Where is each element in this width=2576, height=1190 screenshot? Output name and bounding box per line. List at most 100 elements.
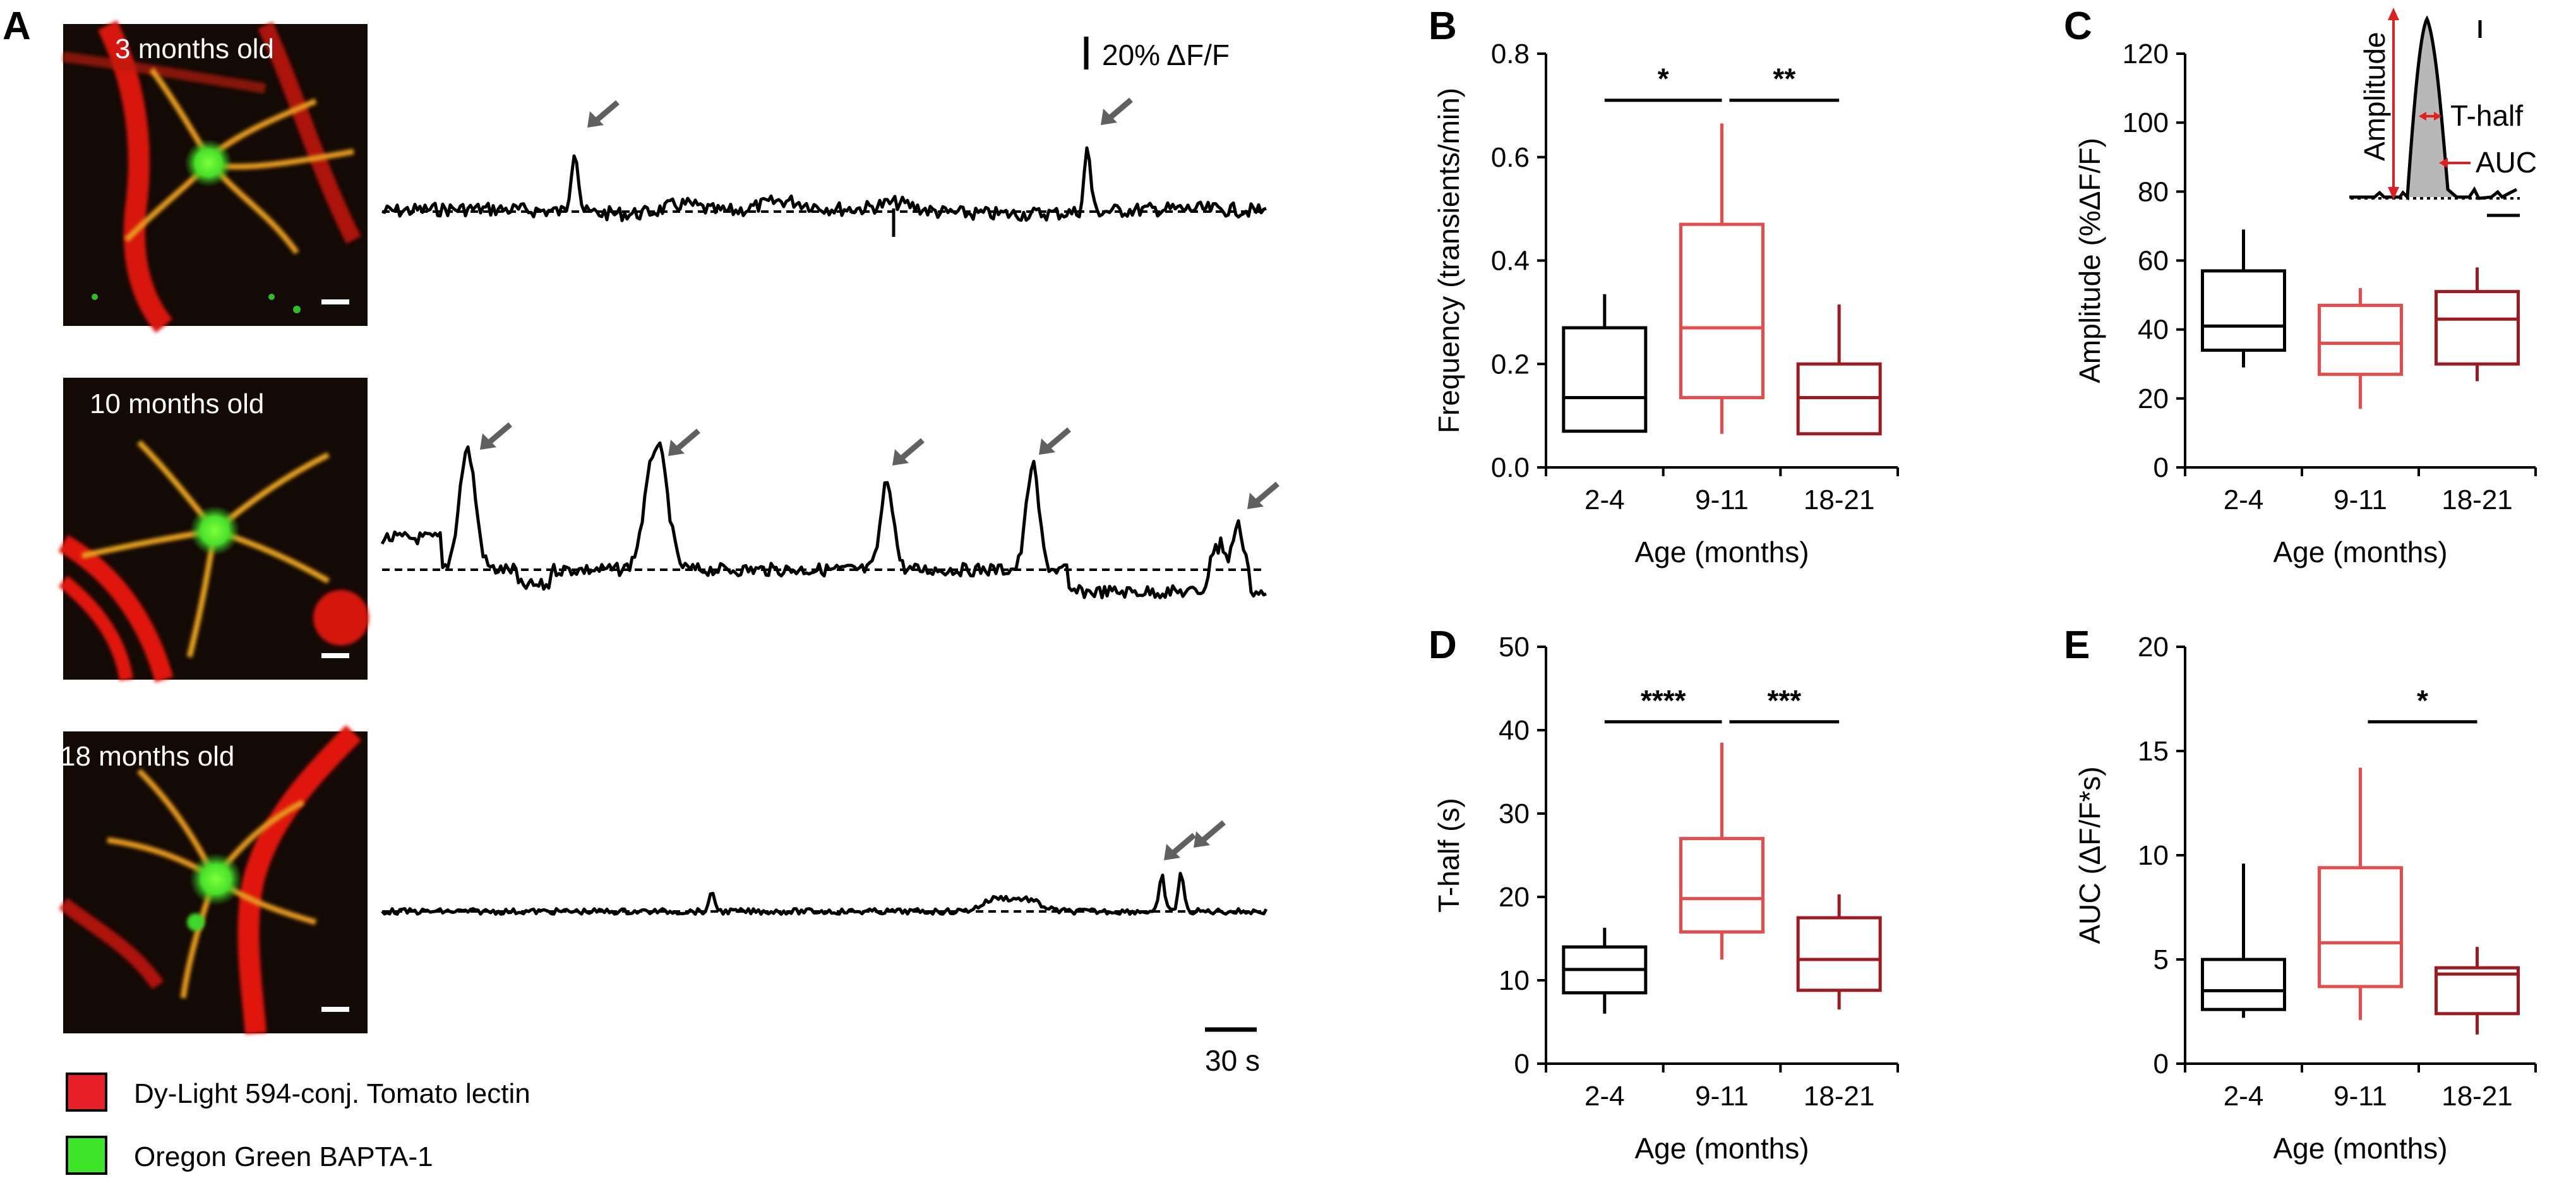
box-iqr bbox=[1679, 837, 1764, 934]
trace-18-months bbox=[381, 872, 1268, 916]
y-tick-label: 20 bbox=[2138, 632, 2169, 663]
box-iqr bbox=[2201, 958, 2286, 1011]
y-tick-label: 120 bbox=[2123, 39, 2169, 69]
inset-auc-label: AUC bbox=[2476, 146, 2537, 179]
x-tick-label: 2-4 bbox=[2224, 484, 2264, 515]
peak-arrow-icon bbox=[1247, 481, 1279, 509]
image-title: 3 months old bbox=[115, 33, 274, 64]
chart-c: C 0 20 40 60 80 100 120 2-4 9-11 18-21 Age (months)… bbox=[2064, 4, 2537, 568]
peak-arrow-icon bbox=[587, 100, 620, 128]
box-iqr bbox=[2318, 866, 2403, 989]
x-tick-label: 18-21 bbox=[1804, 1081, 1875, 1112]
x-axis-label: Age (months) bbox=[1634, 1132, 1809, 1165]
x-tick-label: 18-21 bbox=[2441, 484, 2513, 515]
peak-arrow-icon bbox=[1194, 820, 1226, 848]
micrograph-3-months: 3 months old bbox=[63, 20, 368, 333]
y-tick-label: 20 bbox=[2138, 383, 2169, 414]
x-tick-label: 18-21 bbox=[1804, 484, 1875, 515]
panel-letter-c: C bbox=[2064, 4, 2092, 48]
x-axis-label: Age (months) bbox=[2273, 536, 2447, 568]
y-axis-label: T-half (s) bbox=[1432, 798, 1465, 912]
legend: Dy-Light 594-conj. Tomato lectin Oregon … bbox=[66, 1073, 530, 1175]
y-tick-label: 60 bbox=[2138, 246, 2169, 277]
image-title: 18 months old bbox=[60, 741, 234, 772]
panel-letter-e: E bbox=[2064, 623, 2090, 667]
significance-stars: **** bbox=[1641, 684, 1686, 717]
micrograph-18-months: 18 months old bbox=[59, 724, 368, 1035]
y-tick-label: 20 bbox=[1499, 882, 1530, 913]
inset-amplitude-label: Amplitude bbox=[2358, 32, 2391, 161]
calcium-traces bbox=[380, 97, 1279, 916]
significance-bar: * bbox=[2368, 684, 2477, 724]
y-tick-label: 0.2 bbox=[1491, 349, 1530, 380]
y-tick-label: 0.6 bbox=[1491, 142, 1530, 173]
y-axis-label: Amplitude (%ΔF/F) bbox=[2073, 138, 2106, 383]
y-tick-label: 40 bbox=[2138, 315, 2169, 346]
x-tick-label: 9-11 bbox=[2333, 1081, 2387, 1112]
box-9-11 bbox=[2318, 767, 2403, 1020]
box-9-11 bbox=[1679, 742, 1764, 959]
y-tick-label: 15 bbox=[2138, 736, 2169, 767]
image-scale-bar bbox=[321, 1007, 349, 1012]
significance-stars: * bbox=[1658, 63, 1669, 95]
box-plot-charts: B 0.0 0.2 0.4 0.6 0.8 2-4 9-11 18-21 Age (months)… bbox=[1429, 4, 2537, 1165]
y-axis-label: AUC (ΔF/F*s) bbox=[2073, 766, 2106, 944]
box-9-11 bbox=[2318, 288, 2403, 409]
significance-stars: * bbox=[2417, 684, 2428, 717]
significance-bar: ** bbox=[1729, 63, 1840, 102]
x-tick-label: 2-4 bbox=[1585, 484, 1625, 515]
peak-arrow-icon bbox=[1164, 832, 1196, 860]
image-scale-bar bbox=[321, 653, 349, 658]
x-tick-label: 2-4 bbox=[1585, 1081, 1625, 1112]
y-tick-label: 10 bbox=[1499, 965, 1530, 996]
y-tick-label: 30 bbox=[1499, 798, 1530, 829]
chart-b: B 0.0 0.2 0.4 0.6 0.8 2-4 9-11 18-21 Age (months)… bbox=[1429, 4, 1899, 568]
panel-letter-b: B bbox=[1429, 4, 1457, 48]
panel-letter-d: D bbox=[1429, 623, 1457, 667]
y-tick-label: 40 bbox=[1499, 715, 1530, 746]
box-2-4 bbox=[2201, 863, 2286, 1018]
x-tick-label: 2-4 bbox=[2224, 1081, 2264, 1112]
y-axis-label: Frequency (transients/min) bbox=[1432, 88, 1465, 433]
amplitude-scale-label: 20% ΔF/F bbox=[1102, 39, 1230, 71]
box-iqr bbox=[1796, 916, 1882, 992]
significance-stars: *** bbox=[1767, 684, 1801, 717]
legend-label-lectin: Dy-Light 594-conj. Tomato lectin bbox=[134, 1078, 530, 1109]
x-axis-label: Age (months) bbox=[2273, 1132, 2447, 1165]
y-tick-label: 10 bbox=[2138, 840, 2169, 871]
box-18-21 bbox=[2435, 267, 2520, 382]
box-2-4 bbox=[1562, 927, 1648, 1014]
box-9-11 bbox=[1679, 123, 1764, 434]
x-tick-label: 9-11 bbox=[1695, 484, 1749, 515]
y-tick-label: 100 bbox=[2123, 107, 2169, 138]
y-tick-label: 0 bbox=[2154, 1049, 2169, 1079]
y-tick-label: 0.0 bbox=[1491, 452, 1530, 483]
inset-thalf-label: T-half bbox=[2450, 99, 2523, 132]
x-tick-label: 9-11 bbox=[1695, 1081, 1749, 1112]
box-iqr bbox=[2435, 290, 2520, 366]
trace-3-months bbox=[381, 146, 1267, 222]
panel-letter-a: A bbox=[3, 4, 31, 48]
box-2-4 bbox=[2201, 229, 2286, 368]
image-scale-bar bbox=[321, 299, 349, 304]
box-18-21 bbox=[1796, 894, 1882, 1010]
peak-arrow-icon bbox=[892, 438, 925, 466]
y-tick-label: 0 bbox=[2154, 452, 2169, 483]
y-tick-label: 0.8 bbox=[1491, 39, 1530, 69]
significance-bar: **** bbox=[1604, 684, 1722, 724]
significance-bar: *** bbox=[1729, 684, 1840, 724]
trace-line bbox=[380, 441, 1267, 599]
box-18-21 bbox=[2435, 947, 2520, 1035]
box-18-21 bbox=[1796, 304, 1882, 436]
peak-arrow-icon bbox=[1101, 97, 1133, 125]
peak-arrow-icon bbox=[480, 422, 512, 450]
legend-label-ogb: Oregon Green BAPTA-1 bbox=[134, 1141, 433, 1172]
x-tick-label: 18-21 bbox=[2441, 1081, 2513, 1112]
time-scale-label: 30 s bbox=[1205, 1044, 1260, 1077]
box-iqr bbox=[1679, 222, 1764, 399]
y-tick-label: 80 bbox=[2138, 176, 2169, 207]
y-tick-label: 5 bbox=[2154, 944, 2169, 975]
x-axis-label: Age (months) bbox=[1634, 536, 1809, 568]
box-2-4 bbox=[1562, 294, 1648, 433]
inset-schematic: Amplitude T-half AUC bbox=[2349, 8, 2537, 217]
